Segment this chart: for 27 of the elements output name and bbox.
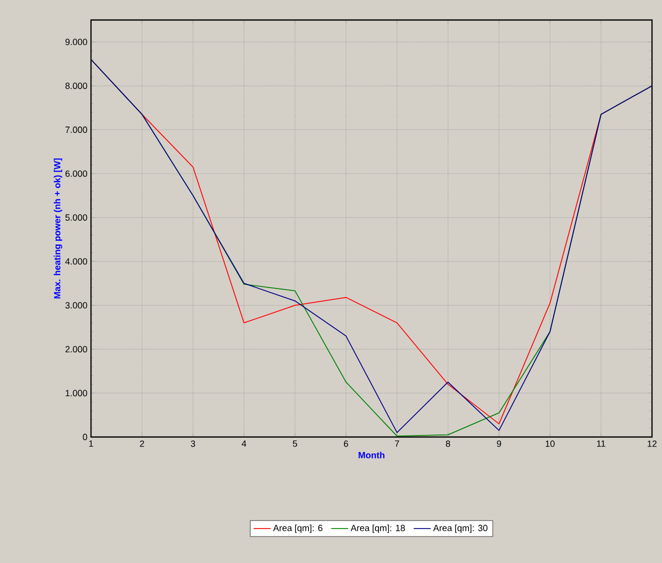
x-tick-label: 6 [344,440,348,447]
x-tick-label: 1 [89,440,94,447]
y-tick-label: 3.000 [65,302,88,308]
y-axis-title: Max. heating power (nh + ok) [W] [54,158,62,298]
y-tick-label: 1.000 [66,390,88,396]
x-tick-label: 8 [446,440,450,447]
y-tick-label: 9.000 [65,38,88,46]
x-tick-label: 3 [190,440,196,447]
legend-label: Area [qm]: 18 [350,524,405,533]
y-tick-label: 7.000 [66,126,88,133]
x-tick-label: 7 [394,440,400,447]
x-tick-label: 4 [242,440,246,447]
y-tick-label: 2.000 [66,346,88,352]
x-tick-label: 2 [140,440,144,447]
y-tick-label: 4.000 [65,258,88,265]
y-tick-label: 8.000 [65,82,88,90]
x-tick-label: 11 [597,440,606,447]
y-tick-label: 5.000 [65,214,88,221]
x-tick-label: 10 [546,440,555,447]
y-tick-label: 0 [82,434,88,440]
y-tick-label: 6.000 [66,170,88,177]
legend-label: Area [qm]: 6 [273,524,322,533]
x-tick-label: 5 [292,440,298,447]
x-tick-label: 12 [648,440,657,447]
x-tick-label: 9 [496,440,502,447]
x-axis-title: Month [358,452,384,458]
legend-label: Area [qm]: 30 [433,524,488,533]
